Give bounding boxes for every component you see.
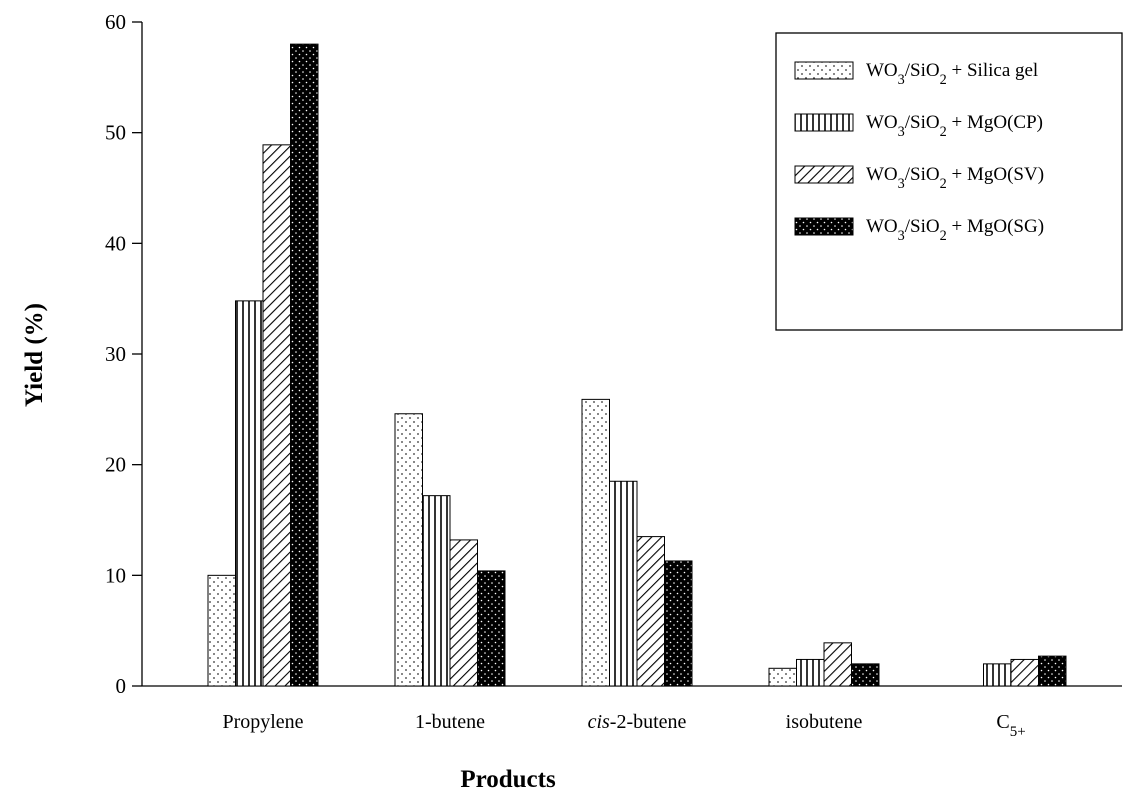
bar-0-0: [207, 574, 236, 687]
bar-3-2: [823, 642, 852, 687]
legend: WO3​/SiO2​ + Silica gel WO3​/SiO2​ + MgO(…: [775, 32, 1123, 331]
legend-entry-label: WO3​/SiO2​ + MgO(CP): [866, 112, 1043, 140]
legend-swatch: [794, 61, 854, 80]
y-axis-ticks: 0 10 20 30 40 50 60: [105, 10, 142, 698]
bar-1-0: [394, 413, 423, 687]
bar-2-2: [636, 536, 665, 687]
x-tick-label: cis-2-butene: [588, 711, 687, 733]
y-tick-label: 10: [105, 563, 126, 587]
bar-3-1: [796, 658, 825, 687]
y-tick-label: 40: [105, 231, 126, 255]
bar-4-2: [1010, 658, 1039, 687]
x-tick-label: C5+​: [996, 711, 1025, 740]
bar-2-1: [609, 480, 638, 687]
bar-1-1: [422, 495, 451, 687]
bar-0-2: [262, 144, 291, 687]
bar-0-1: [235, 300, 264, 687]
legend-swatch: [794, 165, 854, 184]
x-tick-label: isobutene: [786, 711, 863, 733]
legend-entry-label: WO3​/SiO2​ + MgO(SG): [866, 216, 1044, 244]
bar-0-3: [290, 43, 319, 687]
y-tick-label: 20: [105, 453, 126, 477]
bar-4-1: [983, 663, 1012, 687]
bar-1-3: [477, 570, 506, 687]
y-axis-title: Yield (%): [21, 303, 48, 407]
bar-4-3: [1038, 655, 1067, 687]
bar-1-2: [449, 539, 478, 687]
legend-swatch: [794, 217, 854, 236]
legend-entry-label: WO3​/SiO2​ + MgO(SV): [866, 164, 1044, 192]
x-axis-category-labels: Propylene 1-butene cis-2-butene isobutene C5…: [222, 711, 1025, 740]
bars: [207, 43, 1067, 687]
y-tick-label: 30: [105, 342, 126, 366]
y-tick-label: 50: [105, 121, 126, 145]
legend-entry-label: WO3​/SiO2​ + Silica gel: [866, 60, 1038, 88]
y-tick-label: 60: [105, 10, 126, 34]
x-tick-label: 1-butene: [415, 711, 485, 733]
legend-swatch: [794, 113, 854, 132]
bar-3-3: [851, 663, 880, 687]
bar-3-0: [768, 667, 797, 687]
x-tick-label: Propylene: [222, 711, 303, 733]
bar-2-0: [581, 398, 610, 687]
bar-2-3: [664, 560, 693, 687]
y-tick-label: 0: [116, 674, 127, 698]
x-axis-title: Products: [460, 766, 556, 791]
